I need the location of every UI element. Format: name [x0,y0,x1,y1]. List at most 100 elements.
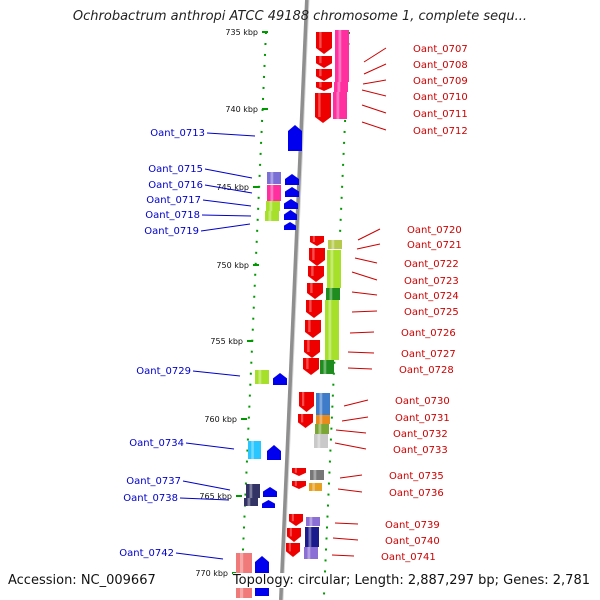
forward-gene-arrow [304,340,320,358]
forward-gene-arrow [308,266,324,282]
reverse-gene-arrow [273,373,287,385]
reverse-label-leader [206,132,256,137]
gene-label-oant-0734: Oant_0734 [129,438,184,449]
gene-label-oant-0709: Oant_0709 [413,76,468,87]
gene-label-oant-0741: Oant_0741 [381,552,436,563]
reverse-gene-arrow [284,199,298,209]
guide-left-outer [240,31,267,596]
forward-label-leader [332,537,359,541]
forward-label-leader [354,257,378,264]
gene-block-shine [331,240,335,249]
ruler-tick-label-770-kbp: 770 kbp [195,569,228,578]
forward-label-leader [361,104,387,114]
forward-gene-arrow [316,56,332,68]
gene-label-oant-0731: Oant_0731 [395,413,450,424]
gene-label-oant-0712: Oant_0712 [413,126,468,137]
reverse-label-leader [179,497,230,501]
gene-label-oant-0726: Oant_0726 [401,328,456,339]
reverse-gene-arrow [284,210,297,220]
forward-label-leader [349,331,375,334]
reverse-label-leader [202,199,252,207]
forward-gene-arrow [307,283,323,299]
reverse-gene-arrow [284,222,296,230]
gene-block [326,288,340,300]
arrow-shine [294,468,297,473]
gene-block-shine [251,441,254,459]
gene-block-shine [307,547,311,559]
forward-label-leader [334,522,359,525]
gene-label-oant-0739: Oant_0739 [385,520,440,531]
gene-block [335,68,349,82]
gene-block [309,483,322,491]
genome-backbone [279,0,309,600]
gene-label-oant-0721: Oant_0721 [407,240,462,251]
arrow-shine [307,340,310,352]
forward-label-leader [331,554,355,557]
forward-label-leader [356,243,381,250]
gene-label-oant-0729: Oant_0729 [136,366,191,377]
gene-label-oant-0716: Oant_0716 [148,180,203,191]
gene-block [305,527,319,547]
arrow-shine [312,236,315,242]
gene-block [265,211,279,221]
gene-label-oant-0720: Oant_0720 [407,225,462,236]
gene-block [314,434,328,448]
gene-block-shine [318,424,322,434]
arrow-shine [310,283,313,293]
forward-gene-arrow [292,468,306,476]
gene-label-oant-0738: Oant_0738 [123,493,178,504]
reverse-label-leader [175,552,224,560]
gene-block [325,300,339,360]
gene-label-oant-0740: Oant_0740 [385,536,440,547]
gene-block [316,393,330,415]
map-title: Ochrobactrum anthropi ATCC 49188 chromos… [72,9,528,24]
forward-gene-labels: Oant_0707 Oant_0708 Oant_0709 Oant_0710 Oant… [331,44,468,563]
gene-block-shine [338,52,342,68]
forward-label-leader [362,79,387,85]
ruler-tick-label-735-kbp: 735 kbp [225,28,258,37]
gene-block [328,240,342,249]
gene-block-shine [336,92,340,119]
gene-label-oant-0727: Oant_0727 [401,349,456,360]
gene-label-oant-0718: Oant_0718 [145,210,200,221]
reverse-gene-arrow [262,500,275,508]
gene-label-oant-0708: Oant_0708 [413,60,468,71]
arrow-shine [288,543,291,552]
reverse-label-leader [185,442,235,450]
gene-label-oant-0730: Oant_0730 [395,396,450,407]
forward-label-leader [347,351,375,354]
reverse-label-leader [182,480,231,491]
gene-block-shine [270,172,274,184]
gene-block [266,201,280,211]
ruler-tick-label-750-kbp: 750 kbp [216,261,249,270]
arrow-shine [319,69,322,77]
accession-text: Accession: NC_009667 [8,573,156,588]
gene-label-oant-0732: Oant_0732 [393,429,448,440]
gene-block [335,30,349,52]
gene-block [304,547,318,559]
ruler-tick-label-740-kbp: 740 kbp [225,105,258,114]
forward-label-leader [357,228,381,241]
gene-block-shine [308,527,312,547]
arrow-shine [309,300,312,312]
ruler-tick-label-760-kbp: 760 kbp [204,415,237,424]
forward-gene-arrow [303,358,319,375]
arrow-shine [294,481,297,486]
gene-label-oant-0733: Oant_0733 [393,445,448,456]
forward-gene-arrow [305,320,321,338]
gene-block [316,415,330,424]
gene-block [335,52,349,68]
gene-block [267,185,281,201]
arrow-shine [319,82,322,88]
forward-label-leader [361,121,387,131]
gene-block-shine [270,185,274,201]
forward-label-leader [363,47,387,63]
gene-label-oant-0735: Oant_0735 [389,471,444,482]
arrow-shine [301,414,304,423]
gene-label-oant-0719: Oant_0719 [144,226,199,237]
gene-label-oant-0742: Oant_0742 [119,548,174,559]
gene-label-oant-0711: Oant_0711 [413,109,468,120]
reverse-gene-arrow [288,125,302,151]
gene-block [320,360,334,374]
forward-gene-arrow [298,414,313,428]
